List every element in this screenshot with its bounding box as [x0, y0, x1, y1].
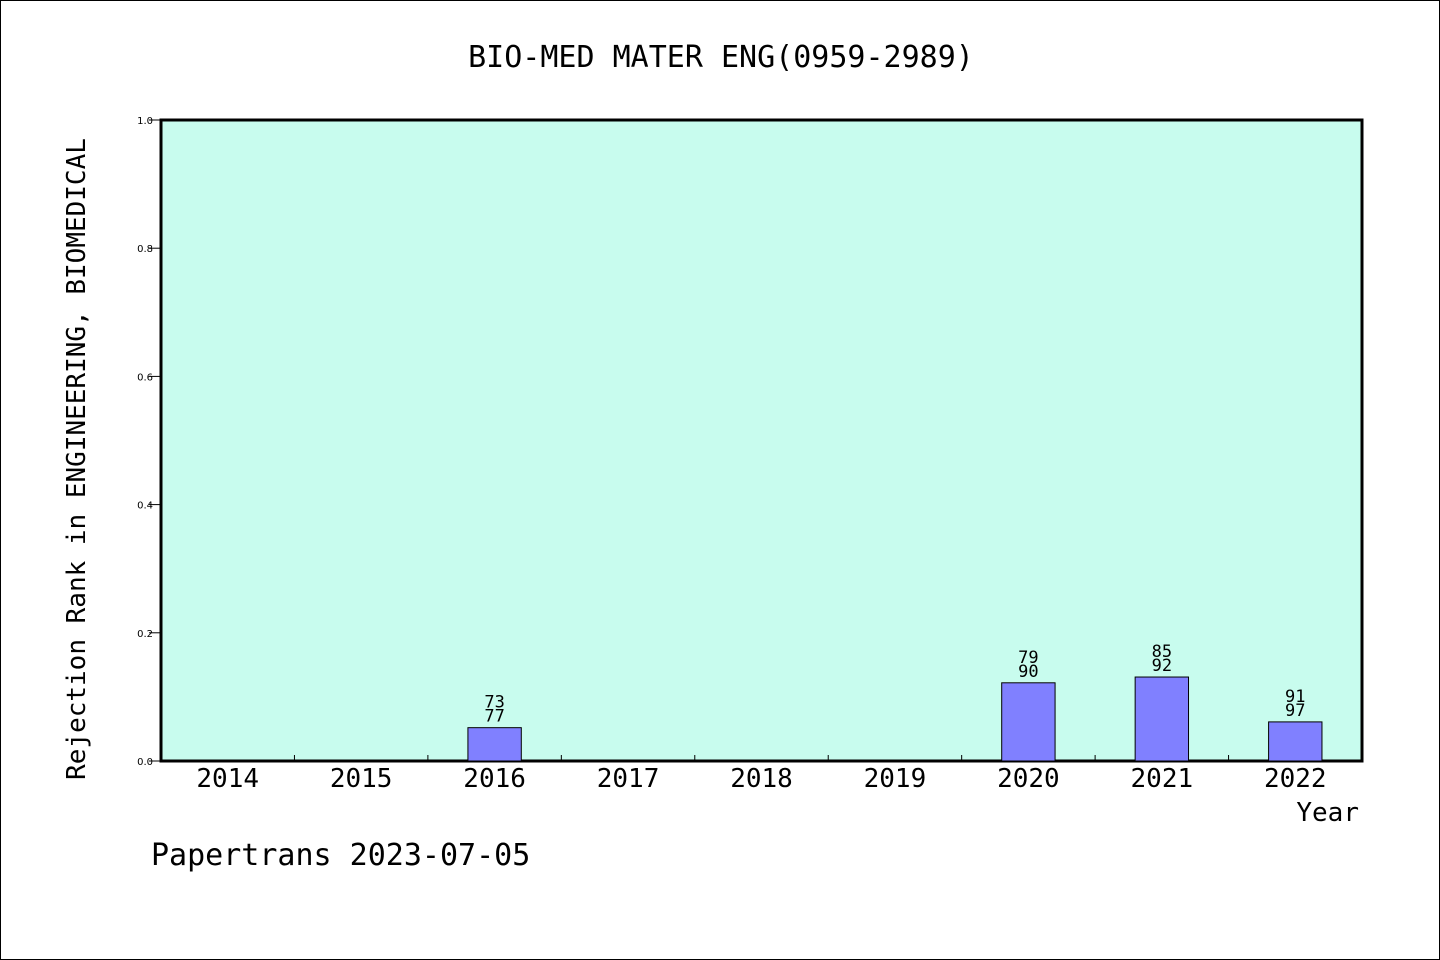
- footer-credit: Papertrans 2023-07-05: [151, 838, 530, 873]
- bar-label-bottom: 97: [1285, 701, 1305, 721]
- x-axis-label: Year: [1296, 798, 1359, 828]
- x-tick-label: 2015: [330, 764, 393, 794]
- bar-2016: [467, 727, 522, 762]
- y-tick-label: 0.8: [137, 244, 153, 255]
- bar-2020: [1001, 682, 1056, 762]
- y-axis: 0.0 0.2 0.4 0.6 0.8 1.0: [137, 116, 161, 768]
- x-tick-label: 2018: [730, 764, 793, 794]
- x-axis: 2014 2015 2016 2017 2018 2019 2020 2021 2022: [196, 755, 1327, 794]
- x-tick-label: 2014: [196, 764, 259, 794]
- x-tick-label: 2017: [597, 764, 660, 794]
- bar-label-top: 85: [1152, 642, 1172, 662]
- x-tick-label: 2020: [997, 764, 1060, 794]
- x-tick-label: 2019: [864, 764, 927, 794]
- bar-label-top: 79: [1018, 648, 1038, 668]
- plot-area: [159, 118, 1364, 763]
- bar-label-bottom: 92: [1152, 656, 1172, 676]
- y-tick-label: 0.6: [137, 372, 153, 383]
- x-tick-label: 2016: [463, 764, 526, 794]
- y-tick-label: 0.4: [137, 501, 153, 512]
- bar-label-bottom: 77: [484, 707, 504, 727]
- bar-label-top: 91: [1285, 687, 1305, 707]
- y-tick-label: 0.2: [137, 629, 153, 640]
- x-tick-label: 2021: [1131, 764, 1194, 794]
- x-tick-label: 2022: [1264, 764, 1327, 794]
- bar-label-top: 73: [484, 693, 504, 713]
- y-tick-label: 1.0: [137, 116, 153, 127]
- y-tick-label: 0.0: [137, 757, 153, 768]
- bar-label-bottom: 90: [1018, 662, 1038, 682]
- chart-title: BIO-MED MATER ENG(0959-2989): [468, 40, 974, 75]
- bar-2022: [1268, 721, 1323, 762]
- y-axis-label: Rejection Rank in ENGINEERING, BIOMEDICA…: [62, 138, 92, 780]
- bar-2021: [1134, 676, 1190, 762]
